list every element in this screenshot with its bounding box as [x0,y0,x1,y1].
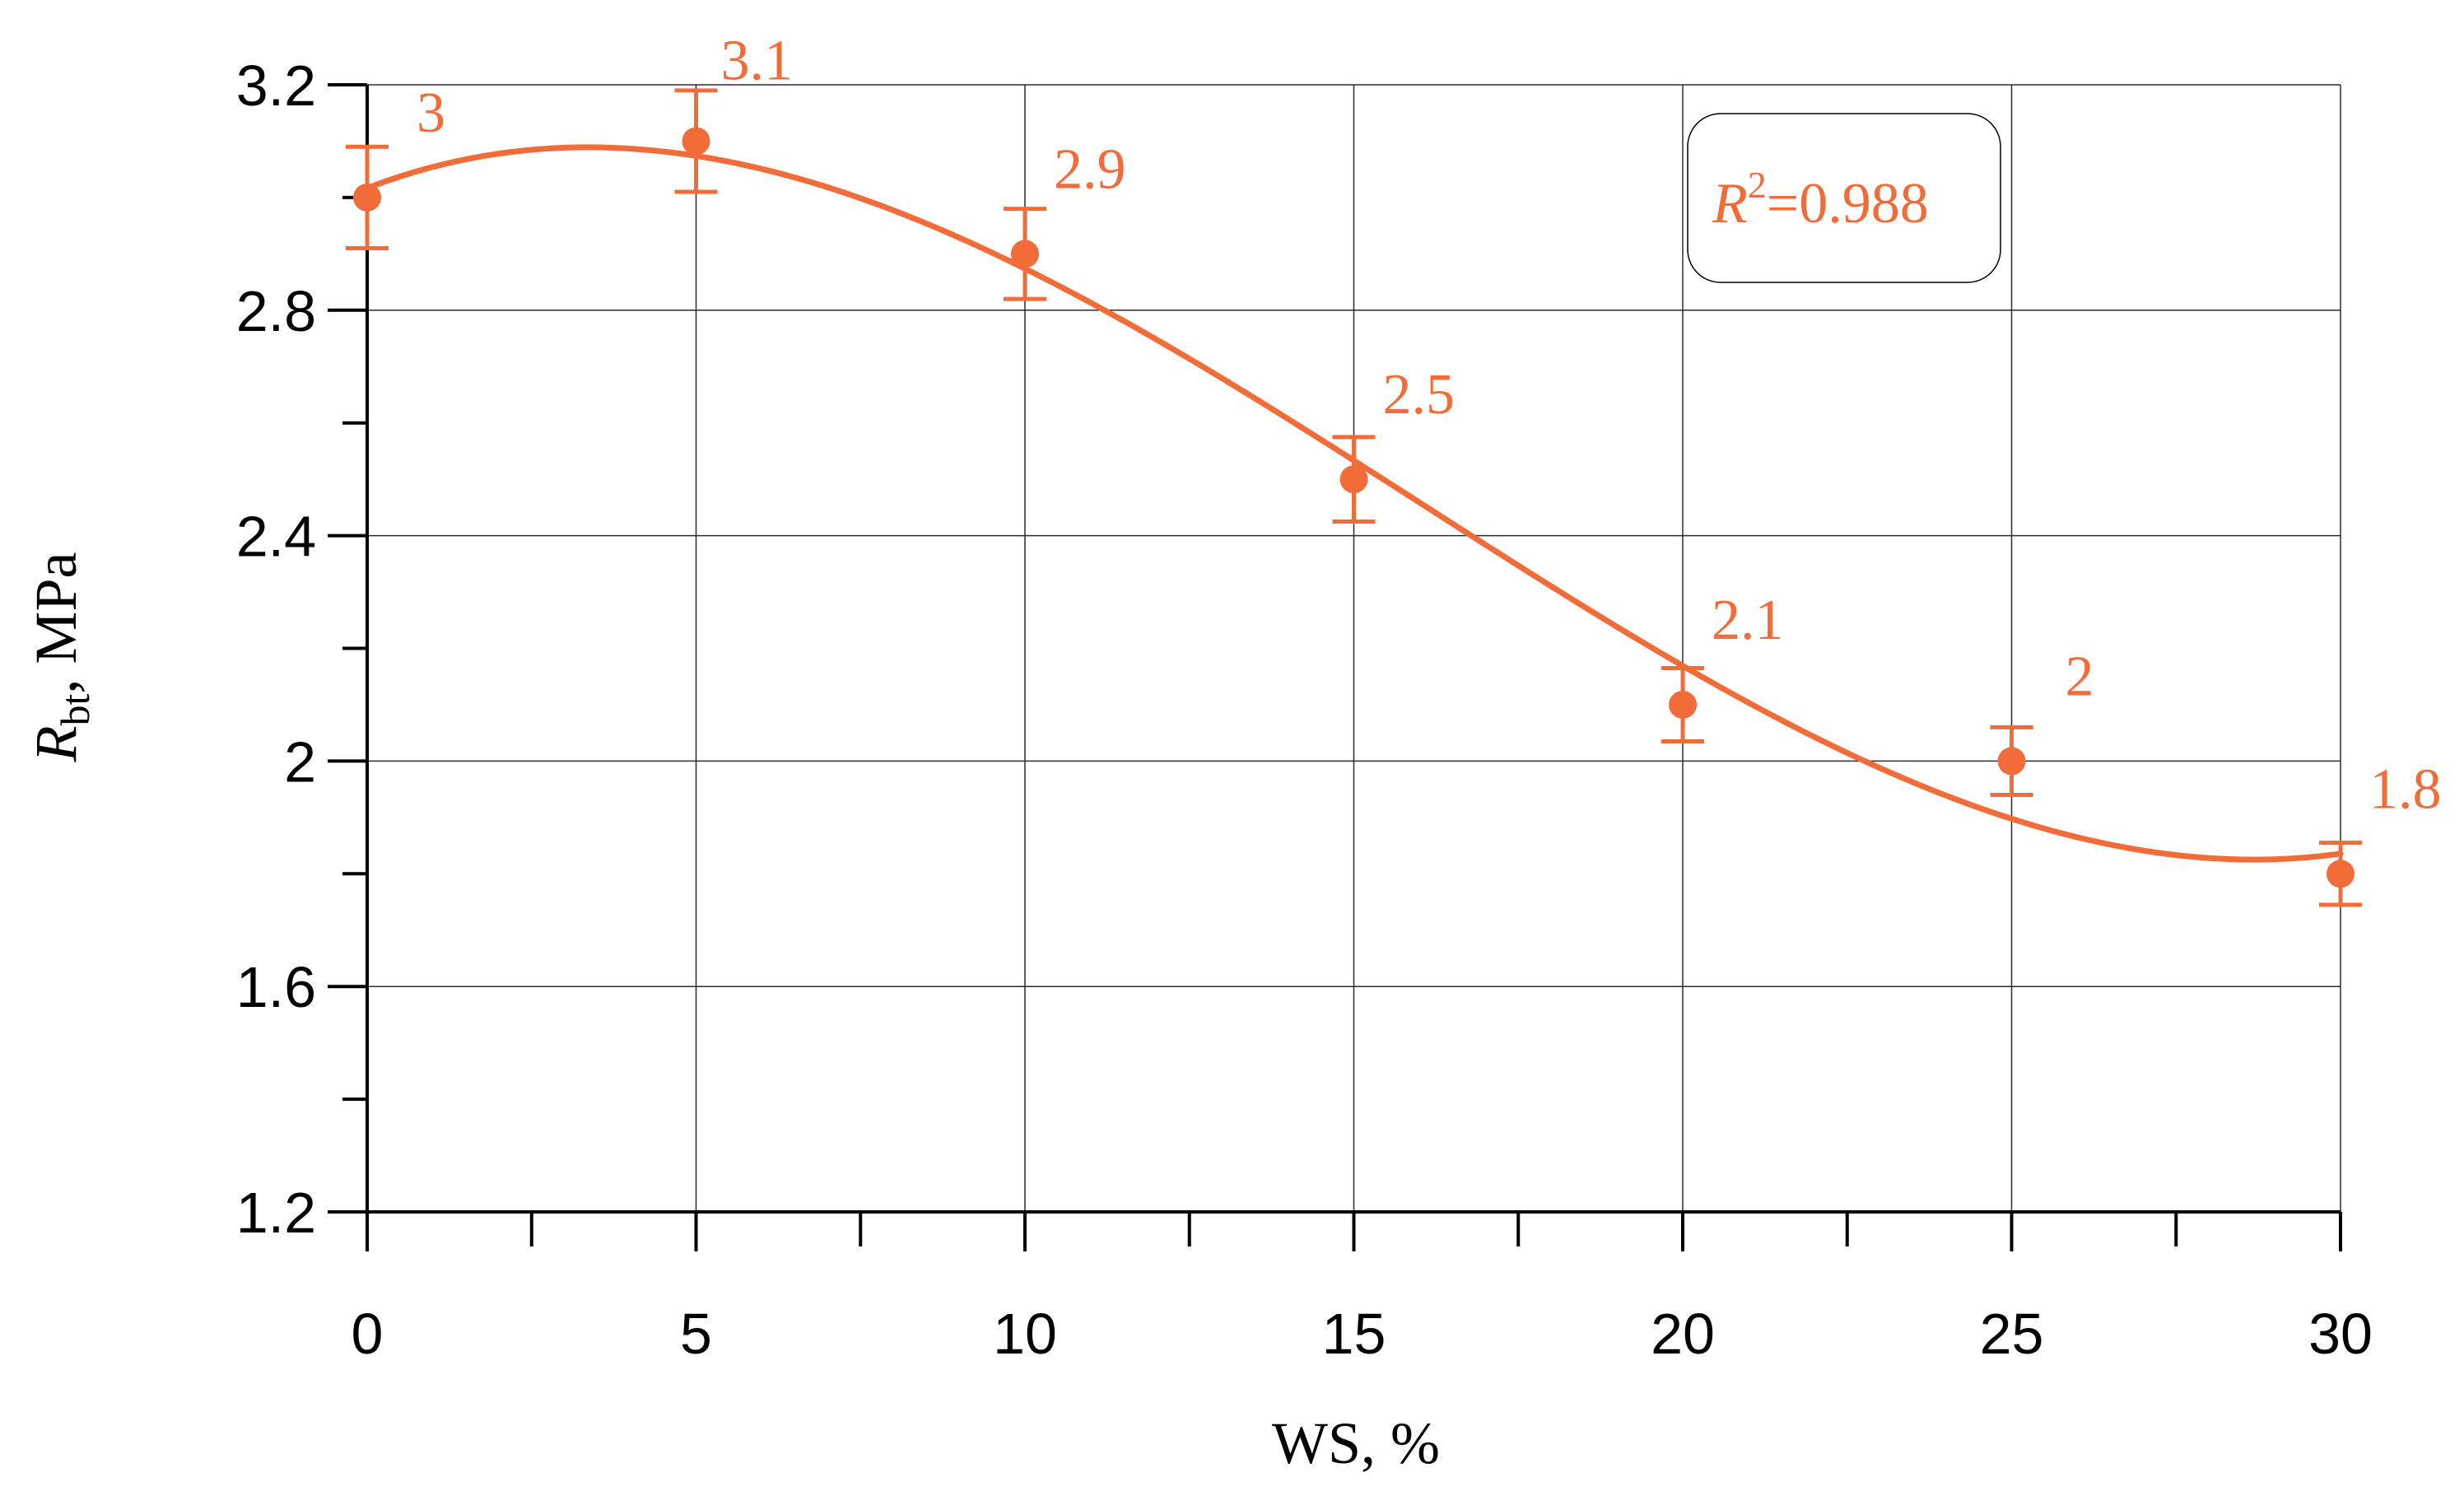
data-label: 2.1 [1712,589,1784,652]
r2-symbol: R [1712,172,1748,235]
data-label: 1.8 [2369,757,2442,821]
y-tick-label: 1.2 [236,1181,316,1245]
x-axis-title: WS, % [1272,1410,1440,1476]
data-point [1669,690,1697,719]
data-point [682,127,710,156]
y-axis-subscript: bt [52,693,98,725]
x-tick-label: 30 [2308,1302,2373,1366]
r2-value: =0.988 [1767,172,1929,235]
r2-exponent: 2 [1748,164,1767,206]
data-point [353,183,381,212]
x-tick-label: 20 [1651,1302,1715,1366]
x-tick-label: 5 [680,1302,712,1366]
y-tick-label: 3.2 [236,54,316,118]
r2-annotation-box [1687,113,2001,283]
y-tick-label: 2.4 [236,505,316,569]
y-axis-symbol: R [23,725,89,762]
data-point [1011,240,1039,268]
x-tick-label: 15 [1322,1302,1386,1366]
r2-annotation: R2=0.988 [1687,113,2001,283]
data-label: 2.9 [1054,137,1126,201]
grid-lines [367,84,2341,1212]
x-tick-label: 0 [352,1302,384,1366]
data-label: 3.1 [721,29,794,92]
data-point [2327,860,2355,888]
y-axis-title: Rbt, MPa [23,552,98,763]
x-tick-label: 10 [993,1302,1057,1366]
data-label: 2.5 [1383,363,1456,426]
data-label: 2 [2066,645,2094,708]
axes: 1.2 1.6 2 2.4 2.8 3.2 0 5 10 15 20 25 30 [236,54,2373,1366]
y-tick-label: 2 [284,729,316,794]
data-label: 3 [417,82,445,145]
x-tick-label: 25 [1980,1302,2044,1366]
data-point [1339,465,1368,494]
y-axis-unit: , MPa [23,552,89,694]
y-tick-label: 2.8 [236,279,316,343]
data-points [346,88,2362,907]
r2-annotation-text: R2=0.988 [1712,164,1929,235]
data-labels: 3 3.1 2.9 2.5 2.1 2 1.8 [417,29,2442,821]
data-point [1997,747,2026,776]
y-tick-label: 1.6 [236,955,316,1019]
